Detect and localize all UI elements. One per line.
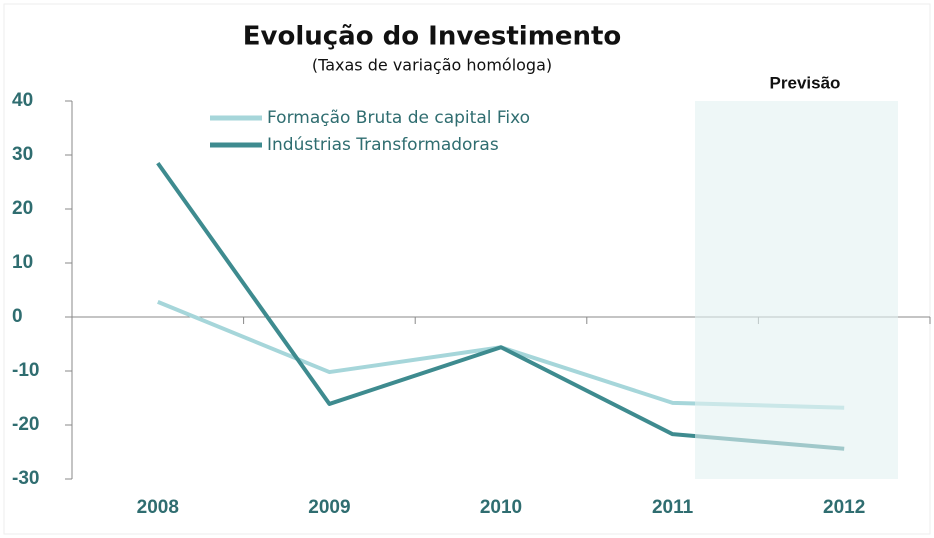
x-tick-label: 2010 xyxy=(480,497,522,518)
x-tick-label: 2012 xyxy=(823,497,865,518)
y-tick-label: 40 xyxy=(12,90,33,111)
x-tick-label: 2009 xyxy=(308,497,350,518)
y-tick-label: -20 xyxy=(12,414,39,435)
chart-title: Evolução do Investimento xyxy=(243,22,622,52)
legend-label: Indústrias Transformadoras xyxy=(267,135,499,155)
y-tick-label: 30 xyxy=(12,144,33,165)
x-tick-label: 2011 xyxy=(652,497,694,518)
y-tick-label: -30 xyxy=(12,468,39,489)
x-tick-label: 2008 xyxy=(137,497,179,518)
y-tick-label: -10 xyxy=(12,360,39,381)
forecast-region xyxy=(695,101,898,479)
chart-subtitle: (Taxas de variação homóloga) xyxy=(312,56,552,75)
y-tick-label: 20 xyxy=(12,198,33,219)
y-tick-label: 0 xyxy=(12,306,23,327)
y-tick-label: 10 xyxy=(12,252,33,273)
forecast-label: Previsão xyxy=(770,73,841,92)
legend-label: Formação Bruta de capital Fixo xyxy=(267,108,530,128)
